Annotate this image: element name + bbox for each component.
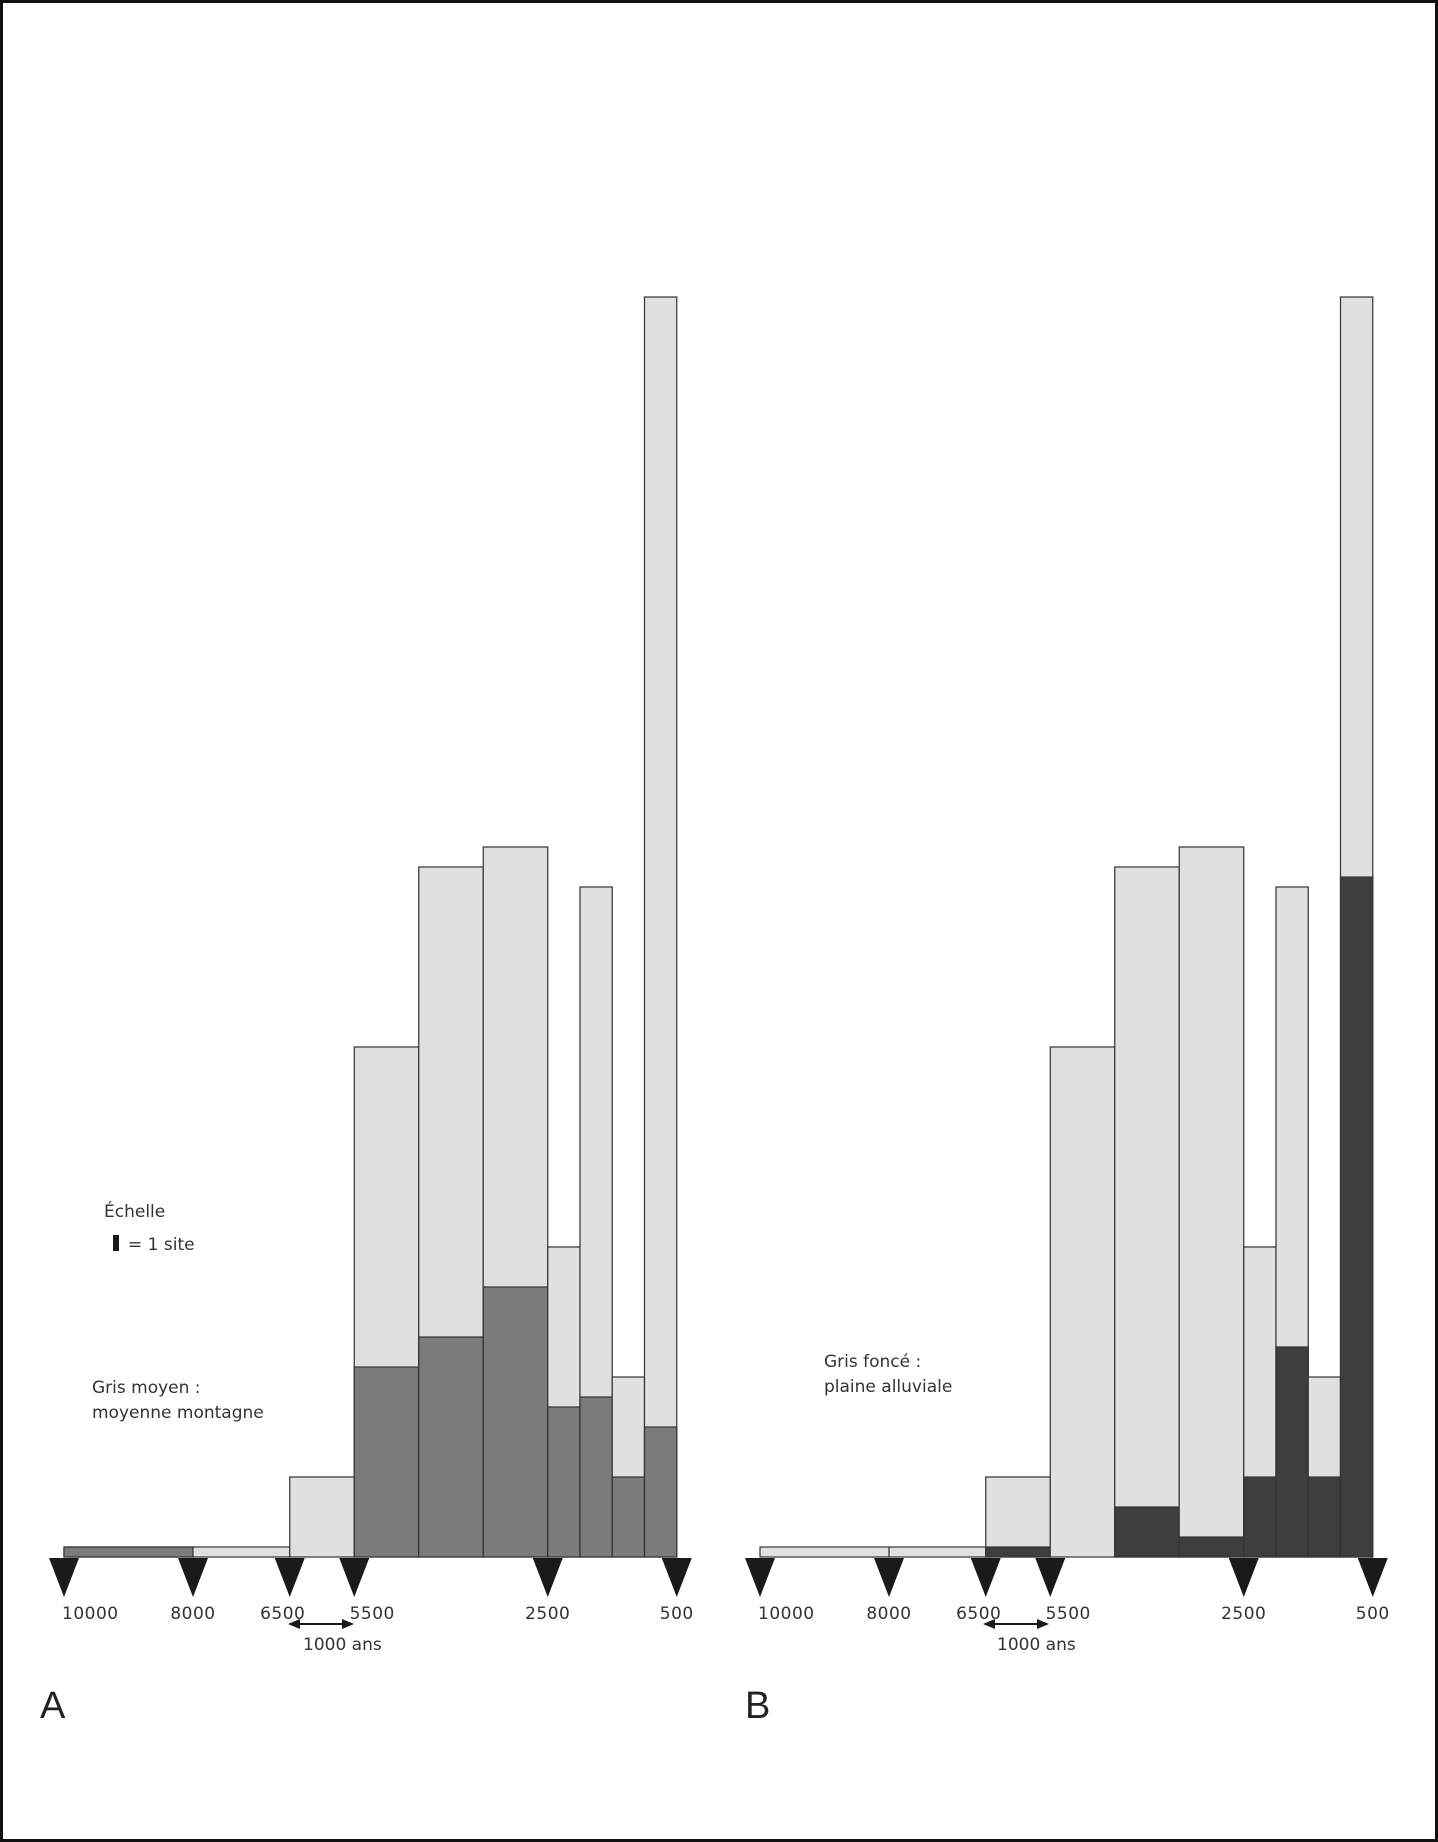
panel-b-duration-arrowhead-right [1037, 1619, 1049, 1629]
panel-b-bar-highlight-5 [1178, 1536, 1245, 1558]
panel-b-duration-arrowhead-left [983, 1619, 995, 1629]
scale-note-unit: = 1 site [128, 1235, 195, 1255]
panel-a-bar-highlight-4 [418, 1336, 484, 1558]
panel-a-duration-arrowhead-right [342, 1619, 354, 1629]
panel-a-tick-label-2: 6500 [260, 1604, 305, 1624]
panel-b-bar-total-3 [1049, 1046, 1116, 1558]
panel-a-bar-highlight-9 [643, 1426, 678, 1558]
panel-a-tick-marker-5 [661, 1558, 692, 1597]
panel-b-tick-marker-4 [1228, 1558, 1259, 1597]
panel-b-tick-marker-5 [1357, 1558, 1388, 1597]
panel-a-tick-marker-0 [49, 1558, 79, 1597]
panel-b-tick-marker-3 [1035, 1558, 1066, 1597]
panel-a-tick-label-4: 2500 [525, 1604, 570, 1624]
panel-b-tick-marker-2 [970, 1558, 1001, 1597]
panel-b-chart: 10000 8000 6500 5500 2500 500 1000 ans Gris fon… [745, 296, 1390, 1727]
panel-b-bar-highlight-7 [1275, 1346, 1309, 1558]
panel-a-bar-total-9 [643, 296, 678, 1558]
panel-a-tick-label-0: 10000 [62, 1604, 119, 1624]
panel-a-tick-marker-2 [274, 1558, 305, 1597]
panel-b-letter: B [745, 1685, 770, 1727]
panel-b-bar-highlight-9 [1339, 876, 1374, 1558]
panel-b-bar-total-0 [759, 1546, 890, 1558]
panel-a-bar-total-2 [289, 1476, 355, 1558]
panel-b-tick-label-4: 2500 [1221, 1604, 1266, 1624]
panel-b-tick-marker-0 [745, 1558, 775, 1597]
panel-a-bar-highlight-8 [611, 1476, 646, 1558]
panel-a-bar-highlight-6 [547, 1406, 581, 1558]
panel-b-bar-highlight-2 [985, 1546, 1051, 1558]
panel-a-tick-label-5: 500 [660, 1604, 694, 1624]
panel-a-tick-label-1: 8000 [170, 1604, 215, 1624]
panel-b-tick-label-3: 5500 [1046, 1604, 1091, 1624]
panel-b-bar-total-1 [888, 1546, 987, 1558]
panel-b-legend-line-1: plaine alluviale [824, 1377, 952, 1397]
panel-b-tick-label-0: 10000 [758, 1604, 815, 1624]
panel-a-chart: 10000 8000 6500 5500 2500 500 1000 ans Gris moy… [40, 296, 694, 1727]
panel-b-duration-note: 1000 ans [997, 1635, 1076, 1655]
panel-a-duration-note: 1000 ans [303, 1635, 382, 1655]
panel-a-tick-marker-4 [532, 1558, 563, 1597]
panel-b-bar-highlight-8 [1307, 1476, 1342, 1558]
panel-a-legend-line-1: moyenne montagne [92, 1403, 264, 1423]
panel-b-tick-label-1: 8000 [866, 1604, 911, 1624]
panel-a-duration-arrowhead-left [288, 1619, 300, 1629]
panel-b-bar-total-2 [985, 1476, 1051, 1558]
panel-a-letter: A [40, 1685, 66, 1727]
panel-a-bar-highlight-7 [579, 1396, 613, 1558]
scale-note: Échelle = 1 site [104, 1200, 195, 1255]
panel-b-bar-total-4 [1114, 866, 1180, 1558]
panel-a-tick-marker-1 [178, 1558, 208, 1597]
panel-a-bar-highlight-3 [353, 1366, 420, 1558]
scale-note-title: Échelle [104, 1200, 165, 1222]
panel-b-tick-label-2: 6500 [956, 1604, 1001, 1624]
panel-a-bar-total-1 [192, 1546, 291, 1558]
panel-a-bar-highlight-0 [63, 1546, 194, 1558]
panel-a-tick-marker-3 [339, 1558, 370, 1597]
panel-a-tick-label-3: 5500 [350, 1604, 395, 1624]
panel-b-tick-marker-1 [874, 1558, 904, 1597]
panel-b-bar-highlight-4 [1114, 1506, 1180, 1558]
scale-unit-swatch [113, 1235, 119, 1251]
panel-b-tick-label-5: 500 [1356, 1604, 1390, 1624]
panel-a-legend-line-0: Gris moyen : [92, 1378, 201, 1398]
panel-b-bar-total-5 [1178, 846, 1245, 1558]
panel-b-legend-line-0: Gris foncé : [824, 1352, 921, 1372]
panel-a-bar-highlight-5 [482, 1286, 549, 1558]
panel-b-bar-highlight-6 [1243, 1476, 1277, 1558]
